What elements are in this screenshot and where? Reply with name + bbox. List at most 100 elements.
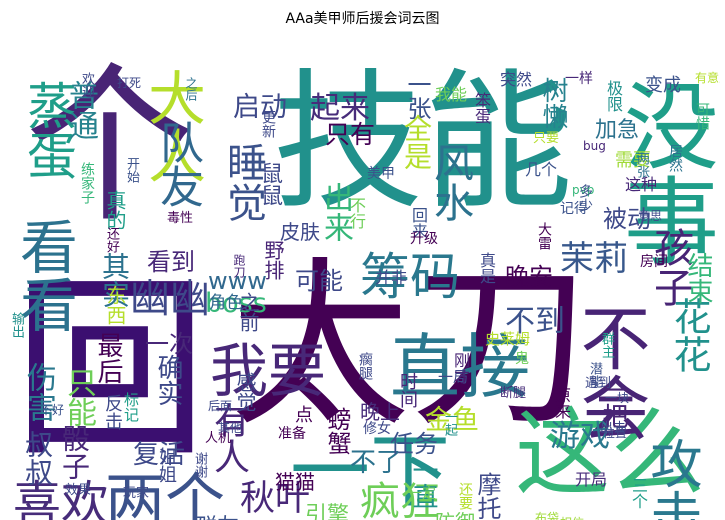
word: 大雷 — [536, 222, 552, 250]
word: 之后 — [184, 77, 198, 101]
word: 史莱姆 — [485, 330, 531, 348]
word: 没事 — [608, 77, 718, 267]
word: 野排 — [261, 240, 285, 280]
word: 布袋 — [535, 511, 560, 520]
word: 复活 — [133, 440, 186, 470]
word: 筹码 — [360, 248, 460, 306]
word: 金鱼 — [425, 405, 479, 436]
word: 只有 — [325, 120, 376, 149]
word: 欢迎 — [79, 72, 94, 98]
word: 睡觉 — [220, 142, 266, 222]
word: 角色 — [209, 293, 243, 313]
word: 相信 — [560, 517, 584, 520]
word: 蒸蛋 — [19, 80, 77, 180]
word: 变成 — [645, 75, 681, 96]
word: 并非 — [375, 268, 408, 287]
word: 一张 — [403, 72, 431, 120]
word: 风水 — [427, 142, 473, 222]
word: 结束 — [683, 252, 713, 304]
word: 可惜 — [694, 102, 710, 130]
word: 原来 — [552, 387, 571, 419]
word: 看看 — [10, 217, 78, 333]
word: 刚才 — [451, 352, 470, 384]
word: 太刀 — [230, 242, 591, 451]
word: 叔叔 — [21, 430, 54, 486]
word: 技能 — [273, 56, 574, 230]
word: 还好 — [104, 227, 119, 253]
word: 出去 — [600, 421, 627, 436]
word: 疯狂 — [360, 479, 440, 520]
word: 只能 — [61, 367, 96, 427]
word: 遇到 — [585, 376, 612, 391]
word: 回来 — [409, 207, 428, 239]
word: 秋叶 — [240, 479, 311, 519]
word: 两张 — [634, 152, 649, 178]
word: 幽幽 — [130, 276, 210, 322]
word: 两个 — [105, 467, 225, 520]
word: 房间 — [640, 254, 668, 270]
word: 晚安 — [505, 263, 553, 291]
word: 攻击 — [641, 437, 701, 520]
word: 回 — [13, 256, 208, 483]
word: 这种 — [625, 175, 658, 194]
word: 一定 — [408, 486, 436, 502]
word: 姐姐 — [156, 447, 177, 483]
word: 一下 — [290, 425, 450, 518]
word: 全是 — [400, 114, 433, 170]
word: 点 — [295, 405, 313, 426]
word: 不到 — [505, 304, 565, 339]
word: 毒性 — [167, 211, 194, 226]
word: 多少 — [577, 184, 593, 212]
word: 修女 — [363, 421, 391, 437]
word-cloud: 技能 太刀回个 没事 这么 直接 筹码 一下 我要 两个 喜欢 疯狂 秋叶 不会 看看 大人 蒸蛋 起来 一张 启动… — [5, 32, 720, 520]
word: 我能 — [435, 85, 468, 104]
word: 跑刀 — [232, 254, 246, 278]
word: 游戏 — [550, 419, 610, 454]
word: 鼠鼠 — [257, 162, 282, 206]
word: 被动 — [603, 205, 651, 233]
word: 瘸腿 — [357, 352, 373, 380]
word: 引擎 — [305, 503, 350, 520]
word: 时间 — [397, 372, 418, 408]
word: 记得 — [560, 201, 588, 217]
word: 开始 — [124, 157, 139, 183]
word: 我要 — [210, 337, 327, 405]
word: www — [208, 267, 267, 295]
word: 有人 — [208, 402, 249, 474]
word: 标记 — [122, 392, 140, 422]
word: boss — [205, 288, 267, 319]
word: 美甲 — [367, 166, 395, 182]
word: 猫猫 — [275, 470, 315, 494]
word: 效果 — [65, 483, 92, 498]
word: 大人 — [138, 68, 206, 184]
word: 鬼 — [515, 351, 529, 367]
word: 谢谢 — [192, 452, 207, 478]
word: 一起 — [442, 410, 457, 436]
word: 确实 — [153, 354, 183, 406]
word: 树懒 — [538, 77, 568, 129]
word: 出来 — [318, 182, 353, 242]
word: 更新 — [260, 110, 276, 138]
word: 意思 — [638, 209, 663, 223]
word: 普通 — [63, 80, 98, 140]
word: 孩子 — [647, 227, 693, 307]
word: 断腿 — [500, 386, 527, 401]
word: 三个 — [629, 477, 648, 509]
word: 骰子 — [58, 424, 91, 480]
word: 防御 — [435, 512, 475, 520]
word: 群友 — [195, 517, 239, 520]
word: 摩托 — [473, 472, 501, 520]
word: 人机 — [205, 431, 232, 446]
word: 一块 — [605, 391, 630, 405]
word: 直接 — [390, 326, 530, 408]
word: 练家子 — [79, 162, 95, 204]
word: 真是 — [477, 252, 496, 284]
word: 后面 — [208, 399, 233, 413]
word: 一样 — [565, 71, 593, 87]
word: 只要 — [533, 131, 560, 146]
word: 准备 — [278, 426, 306, 442]
word: 一把 — [598, 377, 628, 429]
word: 这么 — [515, 399, 706, 509]
word: 位置 — [603, 426, 628, 440]
